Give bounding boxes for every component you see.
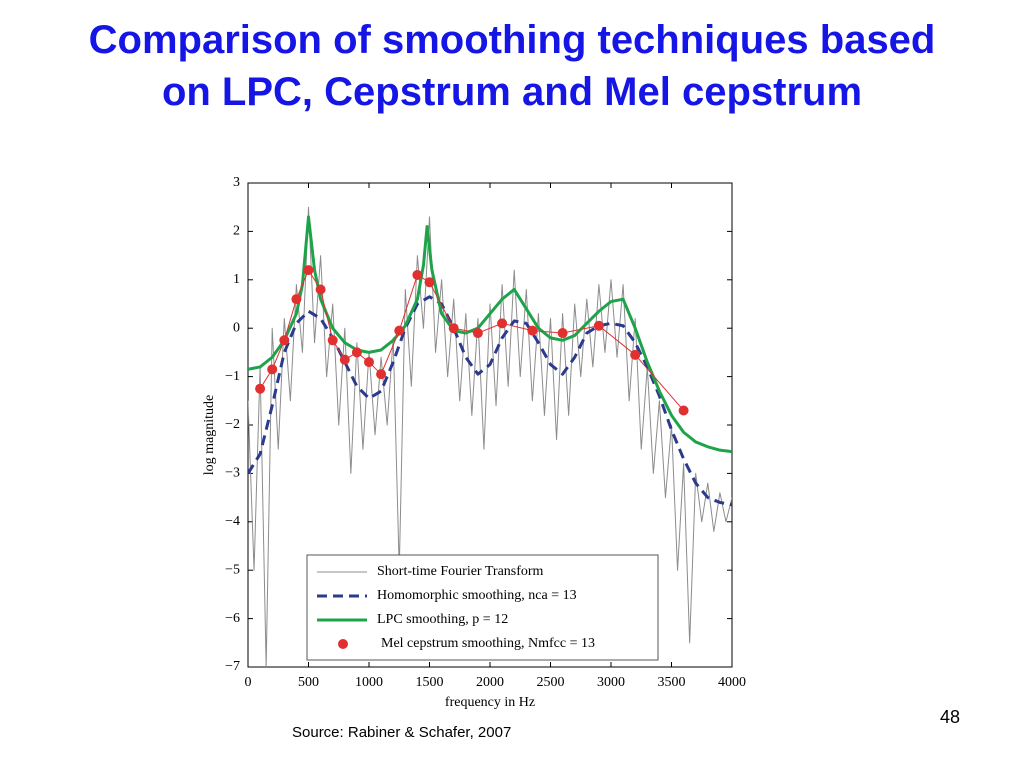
series-marker — [279, 335, 290, 346]
legend-label: LPC smoothing, p = 12 — [377, 612, 508, 627]
series-marker — [497, 318, 508, 329]
x-tick-label: 3000 — [597, 675, 625, 690]
series-marker — [339, 354, 350, 365]
x-tick-label: 2500 — [537, 675, 565, 690]
y-tick-label: −5 — [225, 562, 240, 577]
series-marker — [364, 357, 374, 368]
y-tick-label: −3 — [225, 466, 240, 481]
y-tick-label: −2 — [225, 417, 240, 432]
series-marker — [303, 265, 314, 276]
series-marker — [291, 294, 302, 305]
series-marker — [327, 335, 338, 346]
page-number: 48 — [940, 707, 961, 727]
series-marker — [255, 383, 266, 394]
legend-marker — [338, 639, 348, 649]
series-marker — [448, 323, 459, 334]
y-tick-label: 0 — [233, 320, 240, 335]
y-tick-label: 1 — [233, 272, 240, 287]
series-marker — [472, 328, 483, 339]
x-tick-label: 0 — [245, 675, 252, 690]
y-axis-label: log magnitude — [202, 395, 217, 476]
y-tick-label: 3 — [233, 175, 240, 190]
y-tick-label: −4 — [225, 514, 240, 529]
x-tick-label: 4000 — [718, 675, 746, 690]
plot-area — [248, 206, 732, 667]
y-tick-label: 2 — [233, 224, 240, 239]
series-line — [248, 206, 732, 667]
series-marker — [376, 369, 387, 380]
y-tick-label: −7 — [225, 659, 240, 674]
series-line — [259, 269, 684, 411]
series-marker — [315, 284, 326, 295]
series-marker — [678, 405, 689, 416]
series-marker — [351, 347, 362, 358]
y-tick-label: −6 — [225, 611, 240, 626]
series-marker — [630, 349, 641, 360]
series-marker — [527, 325, 538, 336]
series-marker — [424, 277, 435, 288]
source: Source: Rabiner & Schafer, 2007 — [292, 724, 512, 741]
x-tick-label: 2000 — [476, 675, 504, 690]
x-tick-label: 1000 — [355, 675, 383, 690]
series-marker — [267, 364, 278, 375]
series-line — [248, 295, 732, 507]
series-line — [248, 215, 732, 454]
series-marker — [394, 325, 405, 336]
legend-label: Short-time Fourier Transform — [377, 564, 544, 579]
series-marker — [412, 269, 423, 280]
series-marker — [557, 328, 568, 339]
x-tick-label: 3500 — [658, 675, 686, 690]
y-tick-label: −1 — [225, 369, 240, 384]
slide-title: Comparison of smoothing techniques based… — [88, 18, 936, 114]
legend-label: Homomorphic smoothing, nca = 13 — [377, 588, 577, 603]
x-tick-label: 500 — [298, 675, 319, 690]
x-tick-label: 1500 — [416, 675, 444, 690]
legend-label: Mel cepstrum smoothing, Nmfcc = 13 — [381, 636, 595, 651]
series-marker — [593, 320, 604, 331]
x-axis-label: frequency in Hz — [445, 695, 535, 710]
